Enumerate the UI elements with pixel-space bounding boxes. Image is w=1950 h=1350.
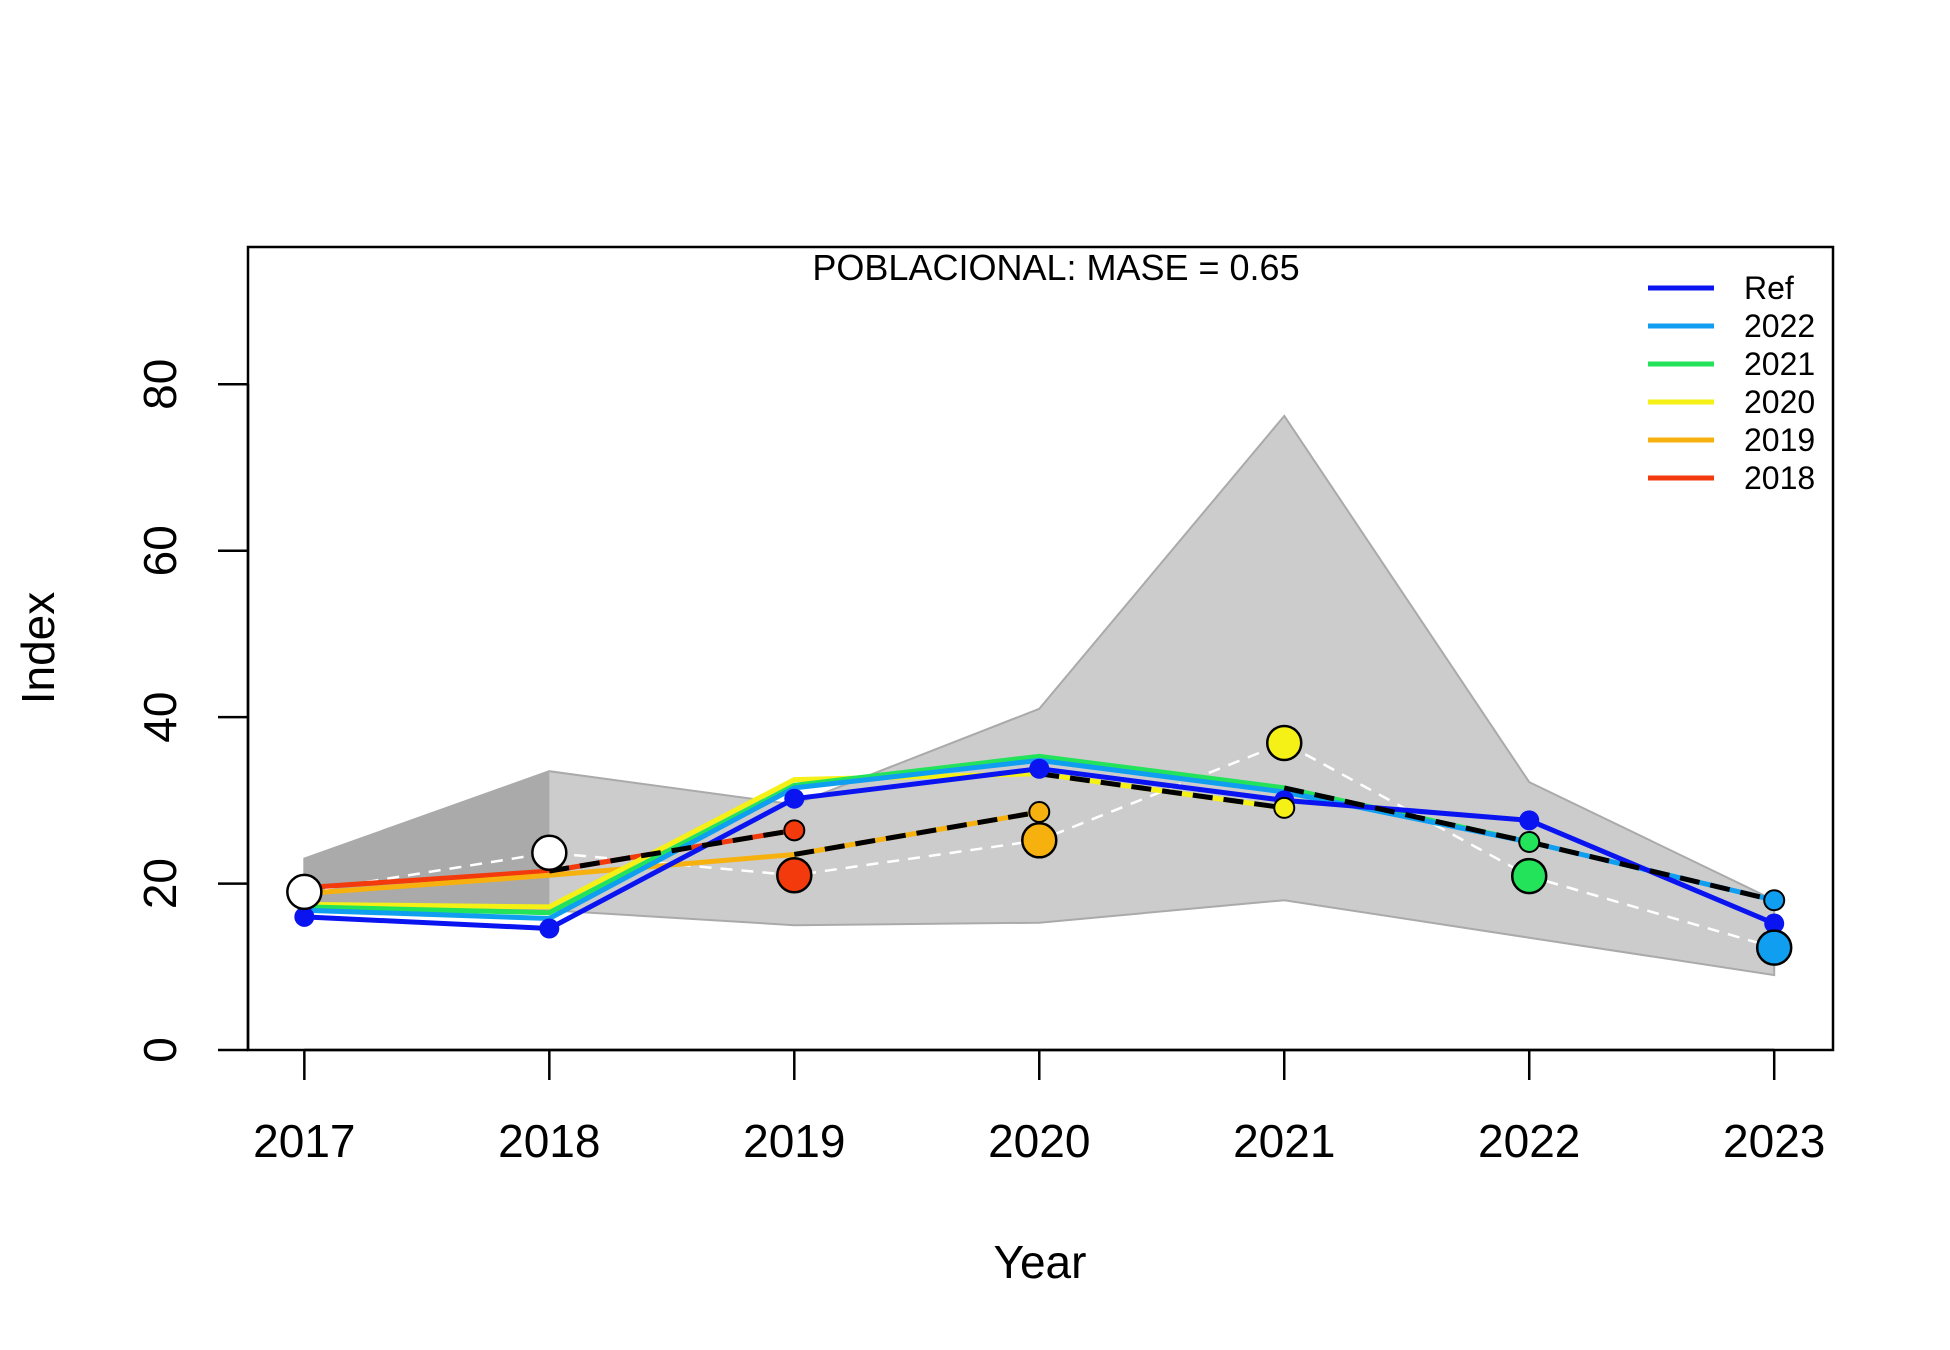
x-tick-label: 2021 [1233, 1115, 1335, 1167]
observed-point [1510, 857, 1548, 895]
forecast-point [1518, 830, 1541, 853]
forecast-point [1763, 889, 1786, 912]
y-tick-label: 0 [134, 1037, 186, 1063]
ref-point [1519, 810, 1540, 831]
observed-point [286, 873, 323, 911]
observed-point [531, 834, 568, 872]
series-line-2020 [304, 771, 1285, 910]
x-tick-label: 2017 [253, 1115, 355, 1167]
forecast-line-0 [548, 827, 795, 874]
forecast-dashed-lines [548, 771, 1775, 903]
legend-label-2019: 2019 [1744, 422, 1815, 458]
ref-point [1764, 913, 1785, 934]
legend-label-2020: 2020 [1744, 384, 1815, 420]
legend-label-2021: 2021 [1744, 346, 1815, 382]
legend-label-Ref: Ref [1744, 270, 1794, 306]
forecast-point [1273, 796, 1296, 819]
x-tick-label: 2019 [743, 1115, 845, 1167]
y-tick-label: 60 [134, 525, 186, 576]
legend-label-2018: 2018 [1744, 460, 1815, 496]
y-tick-label: 40 [134, 692, 186, 743]
legend-label-2022: 2022 [1744, 308, 1815, 344]
forecast-line-1 [793, 809, 1040, 857]
observed-point [1266, 724, 1303, 762]
ref-point [294, 906, 315, 927]
y-tick-label: 20 [134, 858, 186, 909]
uncertainty-band-area [303, 414, 1776, 977]
forecast-line-3 [1283, 785, 1530, 845]
ref-point [539, 918, 560, 939]
uncertainty-band [303, 414, 1776, 977]
forecast-line-4 [1528, 839, 1775, 903]
y-axis-title: Index [12, 592, 64, 705]
y-tick-label: 80 [134, 359, 186, 410]
observed-point [776, 857, 813, 894]
x-axis: 2017 2018 2019 2020 2021 2022 2023 [253, 1048, 1825, 1167]
x-tick-label: 2018 [498, 1115, 600, 1167]
x-tick-label: 2020 [988, 1115, 1090, 1167]
observed-point [1021, 822, 1058, 859]
y-axis: 0 20 40 60 80 [134, 359, 250, 1063]
x-tick-label: 2022 [1478, 1115, 1580, 1167]
x-axis-title: Year [994, 1236, 1087, 1288]
series-points [286, 724, 1793, 966]
x-tick-label: 2023 [1723, 1115, 1825, 1167]
chart-title: POBLACIONAL: MASE = 0.65 [812, 247, 1299, 288]
forecast-point [783, 819, 806, 842]
ref-point [1029, 758, 1050, 779]
forecast-point [1028, 801, 1051, 824]
forecast-line-2 [1038, 771, 1285, 811]
observed-point [1755, 929, 1793, 966]
ref-point [784, 788, 805, 809]
